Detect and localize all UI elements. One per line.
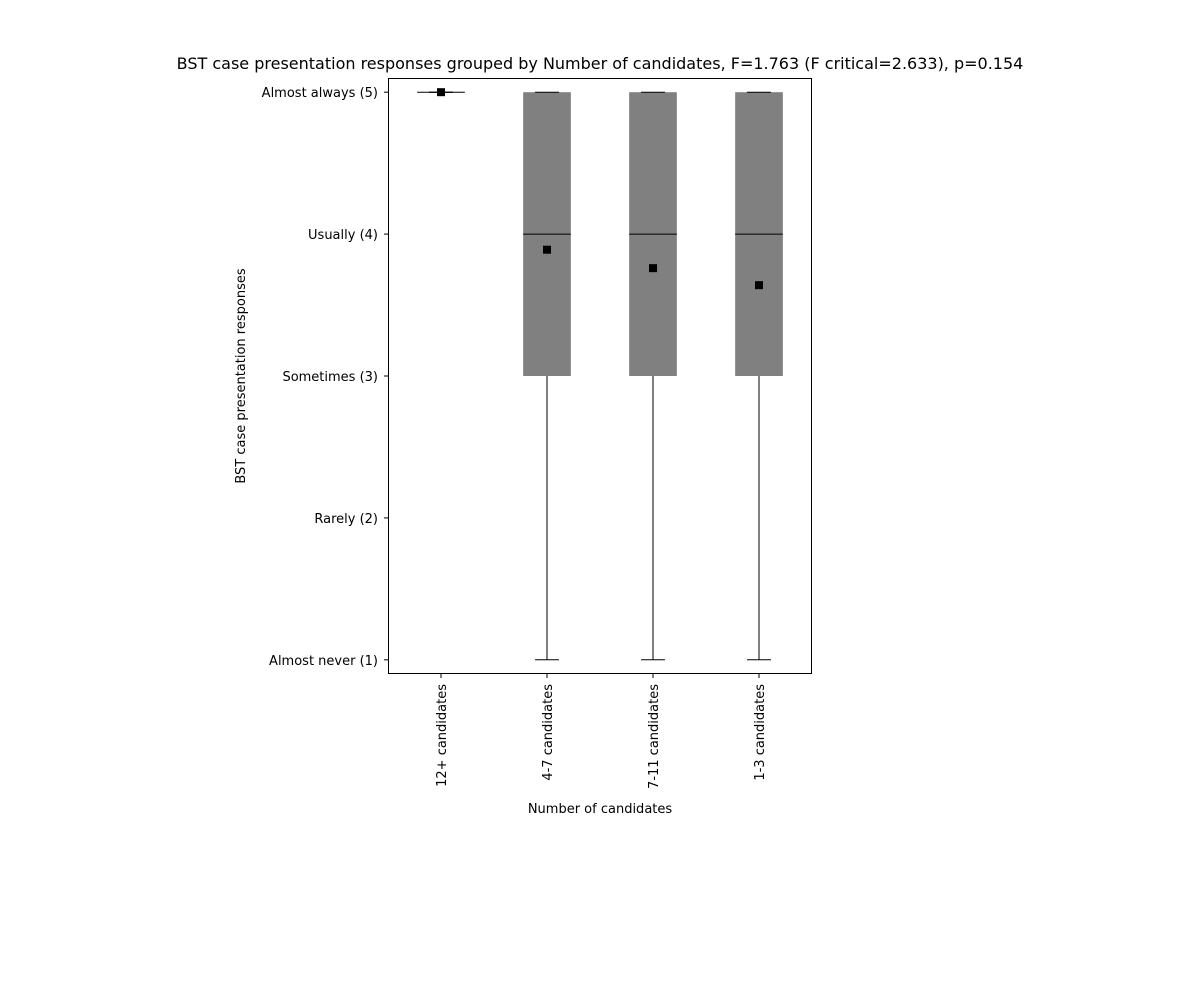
x-tick-label: 4-7 candidates — [541, 684, 556, 781]
box-group — [629, 91, 677, 661]
x-axis-label: Number of candidates — [528, 802, 673, 817]
y-axis-label: BST case presentation responses — [234, 268, 249, 483]
y-tick-label: Sometimes (3) — [282, 370, 378, 385]
y-tick-label: Rarely (2) — [314, 512, 378, 527]
mean-marker — [543, 245, 551, 254]
mean-marker — [437, 88, 445, 97]
x-tick-label: 12+ candidates — [435, 684, 450, 787]
x-tick-label: 1-3 candidates — [753, 684, 768, 781]
plot-frame — [388, 78, 812, 674]
box-group — [523, 91, 571, 661]
mean-marker — [755, 281, 763, 290]
x-axis: 12+ candidates 4-7 candidates 7-11 candida… — [435, 674, 768, 789]
y-tick-label: Almost always (5) — [262, 86, 378, 101]
x-tick-label: 7-11 candidates — [647, 684, 662, 789]
y-tick-label: Almost never (1) — [269, 654, 378, 669]
mean-marker — [649, 264, 657, 273]
y-tick-label: Usually (4) — [308, 228, 378, 243]
y-axis: Almost always (5) Usually (4) Sometimes (3… — [262, 86, 388, 669]
chart-title: BST case presentation responses grouped … — [177, 54, 1024, 73]
plot-area — [417, 88, 783, 661]
box-group — [417, 88, 465, 97]
box-group — [735, 91, 783, 661]
